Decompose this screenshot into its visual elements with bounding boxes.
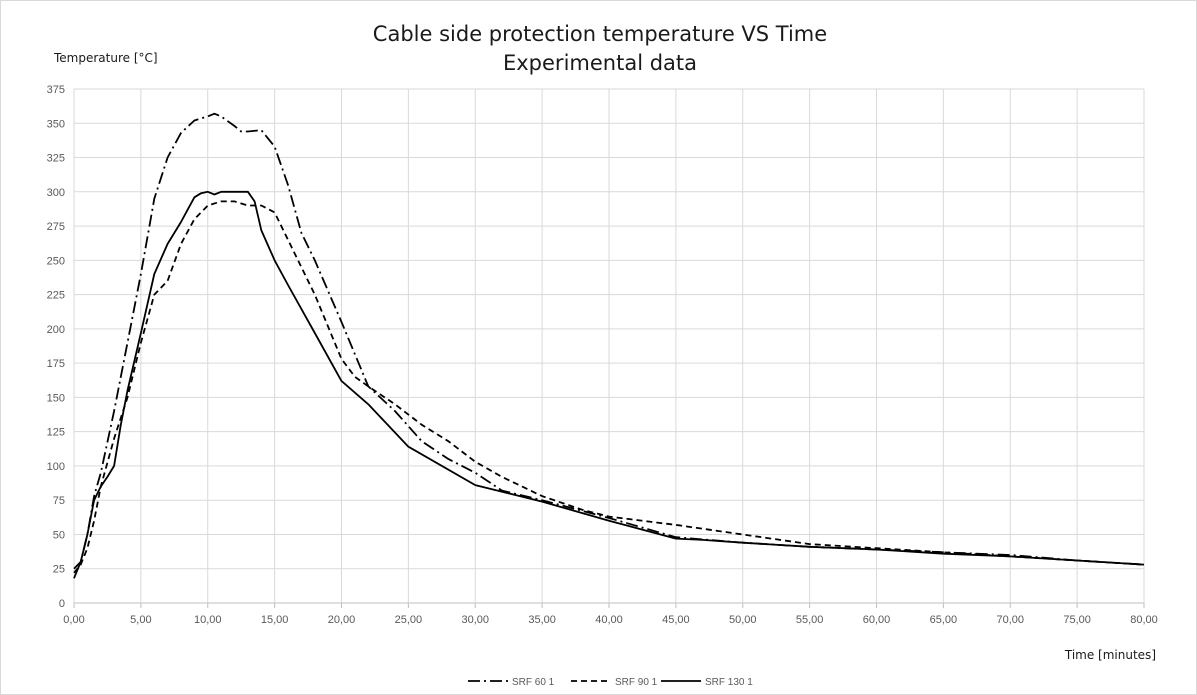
y-axis-title: Temperature [°C] xyxy=(53,51,158,65)
x-tick-label: 35,00 xyxy=(528,614,556,626)
x-tick-label: 80,00 xyxy=(1130,614,1158,626)
x-tick-label: 5,00 xyxy=(130,614,151,626)
y-tick-label: 375 xyxy=(47,84,65,96)
y-tick-label: 250 xyxy=(47,255,65,267)
y-tick-label: 0 xyxy=(59,598,65,610)
legend: SRF 60 1 SRF 90 1 SRF 130 1 xyxy=(468,677,753,688)
y-tick-label: 275 xyxy=(47,221,65,233)
series-lines xyxy=(73,112,1145,579)
x-tick-label: 15,00 xyxy=(261,614,289,626)
chart-title: Cable side protection temperature VS Tim… xyxy=(373,22,827,46)
legend-label: SRF 90 1 xyxy=(615,677,658,688)
series-line-srf-90-1 xyxy=(73,200,1145,574)
y-tick-label: 325 xyxy=(47,153,65,165)
legend-label: SRF 130 1 xyxy=(705,677,753,688)
x-tick-label: 70,00 xyxy=(996,614,1024,626)
x-tick-label: 65,00 xyxy=(930,614,958,626)
y-tick-label: 100 xyxy=(47,461,65,473)
y-tick-label: 150 xyxy=(47,392,65,404)
y-tick-label: 25 xyxy=(53,564,65,576)
x-tick-label: 55,00 xyxy=(796,614,824,626)
y-tick-label: 350 xyxy=(47,118,65,130)
y-tick-label: 175 xyxy=(47,358,65,370)
x-tick-label: 20,00 xyxy=(328,614,356,626)
y-tick-label: 75 xyxy=(53,495,65,507)
x-tick-label: 45,00 xyxy=(662,614,690,626)
x-tick-label: 0,00 xyxy=(63,614,84,626)
x-tick-label: 30,00 xyxy=(461,614,489,626)
chart-subtitle: Experimental data xyxy=(503,51,697,75)
gridlines xyxy=(73,88,1145,608)
tick-labels: 0 25 50 75 100 125 150 175 200 225 250 275 300 325 350… xyxy=(47,84,1158,626)
y-tick-label: 125 xyxy=(47,427,65,439)
legend-label: SRF 60 1 xyxy=(512,677,555,688)
series-line-srf-60-1 xyxy=(73,112,1145,570)
x-tick-label: 10,00 xyxy=(194,614,222,626)
x-tick-label: 40,00 xyxy=(595,614,623,626)
x-axis-title: Time [minutes] xyxy=(1064,648,1156,662)
x-tick-label: 60,00 xyxy=(863,614,891,626)
series-line-srf-130-1 xyxy=(73,190,1145,579)
x-tick-label: 75,00 xyxy=(1063,614,1091,626)
y-tick-label: 50 xyxy=(53,529,65,541)
x-tick-label: 25,00 xyxy=(395,614,423,626)
y-tick-label: 200 xyxy=(47,324,65,336)
y-tick-label: 225 xyxy=(47,290,65,302)
x-tick-label: 50,00 xyxy=(729,614,757,626)
y-tick-label: 300 xyxy=(47,187,65,199)
